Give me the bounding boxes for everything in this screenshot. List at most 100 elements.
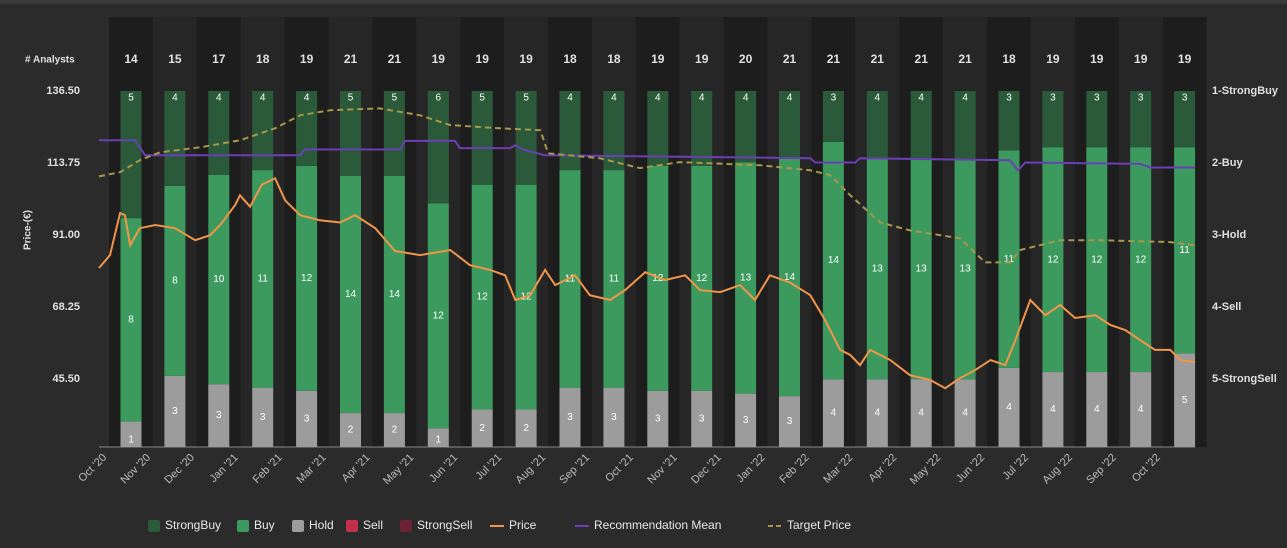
segment-label: 11: [1179, 245, 1190, 256]
bar-segment: [1042, 372, 1064, 447]
segment-label: 11: [565, 274, 576, 285]
bar-segment: [340, 91, 361, 176]
y-tick-label: 68.25: [52, 301, 80, 313]
segment-label: 4: [172, 93, 178, 104]
segment-label: 12: [433, 310, 445, 321]
segment-label: 4: [831, 408, 837, 419]
analyst-count: 19: [1178, 52, 1192, 66]
legend-label: Hold: [309, 518, 334, 532]
analyst-count: 14: [124, 52, 138, 66]
y2-tick-label: 2-Buy: [1212, 157, 1243, 169]
analyst-count: 15: [168, 52, 182, 66]
y-tick-label: 91.00: [52, 229, 80, 241]
legend-swatch: [292, 520, 304, 532]
bar-segment: [647, 390, 669, 447]
legend-label: Price: [509, 518, 537, 532]
segment-label: 3: [1138, 93, 1144, 104]
bar-segment: [866, 91, 888, 159]
analyst-count: 21: [871, 52, 885, 66]
segment-label: 13: [916, 264, 928, 275]
bar-segment: [383, 413, 405, 447]
y-axis-label: Price-(€): [23, 210, 34, 250]
segment-label: 3: [787, 416, 793, 427]
line-series: [98, 176, 1196, 390]
segment-label: 4: [787, 93, 793, 104]
bar-segment: [779, 91, 800, 159]
bar-segment: [427, 203, 449, 429]
analyst-count: 20: [739, 52, 753, 66]
segment-label: 3: [1050, 93, 1056, 104]
bar-segment: [998, 91, 1020, 151]
bar-segment: [296, 165, 318, 391]
analyst-count: 21: [915, 52, 929, 66]
segment-label: 3: [172, 406, 178, 417]
segment-label: 3: [567, 412, 573, 423]
bar-segment: [559, 91, 581, 171]
analyst-count: 19: [695, 52, 709, 66]
y2-tick-label: 5-StrongSell: [1212, 373, 1277, 385]
bar-segment: [1174, 353, 1196, 447]
analyst-count: 19: [300, 52, 314, 66]
bar-segment: [164, 185, 186, 376]
bar-segment: [383, 91, 405, 176]
segment-label: 3: [304, 414, 310, 425]
analyst-count: 17: [212, 52, 226, 66]
bar-segment: [252, 170, 274, 388]
analyst-count: 19: [651, 52, 665, 66]
bar-segment: [296, 390, 318, 447]
legend-swatch: [237, 520, 249, 532]
legend-label: Sell: [363, 518, 383, 532]
analyst-count: 18: [607, 52, 621, 66]
analyst-count: 19: [1090, 52, 1104, 66]
bar-segment: [164, 91, 186, 186]
segment-label: 4: [875, 93, 881, 104]
segment-label: 4: [1050, 404, 1056, 415]
y2-tick-label: 3-Hold: [1212, 229, 1246, 241]
bar-segment: [1130, 91, 1152, 148]
bar-segment: [691, 91, 713, 166]
bar-segment: [822, 91, 844, 142]
bar-segment: [910, 91, 932, 159]
segment-label: 4: [304, 93, 310, 104]
segment-label: 5: [348, 93, 354, 104]
bar-segment: [1130, 372, 1152, 447]
bar-segment: [515, 409, 537, 447]
bar-segment: [1174, 91, 1196, 148]
bar-segment: [471, 91, 493, 185]
legend-label: StrongBuy: [165, 518, 221, 532]
analyst-count: 19: [519, 52, 533, 66]
analyst-count: 21: [827, 52, 841, 66]
segment-label: 4: [655, 93, 661, 104]
bar-segment: [866, 379, 888, 447]
bar-segment: [1042, 147, 1064, 373]
bar-segment: [822, 379, 844, 447]
y2-tick-label: 4-Sell: [1212, 301, 1241, 313]
segment-label: 11: [1004, 254, 1015, 265]
bar-segment: [998, 367, 1020, 447]
segment-label: 4: [962, 408, 968, 419]
segment-label: 12: [652, 273, 664, 284]
segment-label: 5: [392, 93, 398, 104]
bar-segment: [1174, 147, 1196, 354]
segment-label: 11: [609, 274, 620, 285]
segment-label: 12: [1047, 254, 1059, 265]
bar-segment: [647, 165, 669, 391]
bar-segment: [383, 175, 405, 414]
legend-label: Buy: [254, 518, 275, 532]
segment-label: 8: [172, 276, 178, 287]
segment-label: 6: [436, 93, 442, 104]
segment-label: 12: [1135, 254, 1147, 265]
segment-label: 3: [260, 412, 266, 423]
segment-label: 3: [831, 93, 837, 104]
segment-label: 12: [477, 292, 489, 303]
bar-segment: [559, 387, 581, 447]
segment-label: 2: [523, 423, 529, 434]
segment-label: 4: [743, 93, 749, 104]
bar-segment: [296, 91, 318, 166]
bar-segment: [208, 384, 230, 447]
segment-label: 3: [1182, 93, 1188, 104]
segment-label: 13: [960, 264, 972, 275]
bar-segment: [603, 170, 625, 388]
analyst-count: 21: [958, 52, 972, 66]
bar-segment: [208, 174, 230, 385]
